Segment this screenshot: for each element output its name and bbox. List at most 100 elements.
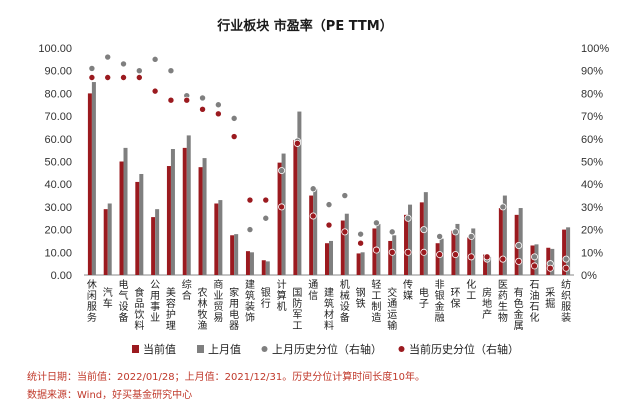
x-tick-label: 国防军工 bbox=[292, 287, 302, 332]
y2-tick-label: 0% bbox=[581, 270, 597, 282]
dot-last-month-percentile bbox=[562, 255, 570, 263]
x-tick-label: 纺织服装 bbox=[561, 278, 571, 324]
axes: 0.00 10.00 20.00 30.00 40.00 50.00 60.00 70.00 8… bbox=[38, 43, 609, 282]
x-tick-label: 建筑材料 bbox=[324, 286, 334, 332]
bar-last-month bbox=[249, 252, 254, 275]
x-tick-label: 农林牧渔 bbox=[198, 286, 208, 332]
bar-last-month bbox=[360, 252, 365, 275]
dot-last-month-percentile bbox=[499, 203, 507, 211]
y2-tick-label: 50% bbox=[581, 157, 603, 169]
x-tick-label: 商业贸易 bbox=[213, 278, 223, 324]
y2-tick-label: 10% bbox=[581, 247, 603, 259]
bar-last-month bbox=[265, 261, 270, 275]
dot-last-month-percentile bbox=[325, 201, 333, 209]
bar-current bbox=[119, 161, 124, 275]
legend-swatch bbox=[398, 346, 405, 352]
y-tick-label: 70.00 bbox=[44, 111, 72, 123]
bar-current bbox=[404, 214, 409, 275]
dot-current-percentile bbox=[199, 105, 207, 113]
bar-last-month bbox=[487, 256, 492, 275]
bar-current bbox=[293, 139, 298, 275]
y2-tick-label: 70% bbox=[581, 111, 603, 123]
bar-last-month bbox=[218, 200, 223, 275]
dot-current-percentile bbox=[293, 139, 301, 147]
bar-current bbox=[356, 253, 361, 275]
dot-last-month-percentile bbox=[262, 214, 270, 222]
bar-current bbox=[182, 147, 187, 275]
dot-current-percentile bbox=[309, 212, 317, 220]
x-tick-label: 采掘 bbox=[545, 287, 555, 310]
legend-label: 当前值 bbox=[143, 342, 176, 356]
dot-current-percentile bbox=[562, 264, 570, 272]
bar-last-month bbox=[170, 149, 175, 275]
y-tick-label: 60.00 bbox=[44, 134, 72, 146]
x-tick-label: 汽车 bbox=[103, 286, 113, 310]
x-tick-label: 医药生物 bbox=[498, 279, 508, 324]
dot-last-month-percentile bbox=[151, 55, 159, 63]
x-tick-label: 电子 bbox=[419, 286, 429, 310]
legend-swatch bbox=[197, 345, 204, 353]
bar-current bbox=[214, 203, 219, 275]
dot-current-percentile bbox=[357, 239, 365, 247]
dot-current-percentile bbox=[135, 74, 143, 82]
y-tick-label: 90.00 bbox=[44, 66, 72, 78]
bar-last-month bbox=[408, 204, 413, 275]
dot-current-percentile bbox=[404, 248, 412, 256]
x-tick-label: 建筑装饰 bbox=[245, 278, 255, 324]
dot-last-month-percentile bbox=[230, 114, 238, 122]
bar-current bbox=[388, 240, 393, 275]
dot-current-percentile bbox=[278, 203, 286, 211]
x-tick-label: 石油石化 bbox=[529, 280, 539, 324]
x-tick-label: 银行 bbox=[261, 286, 271, 310]
dot-last-month-percentile bbox=[451, 228, 459, 236]
bar-current bbox=[419, 202, 424, 275]
dot-current-percentile bbox=[546, 264, 554, 272]
dot-current-percentile bbox=[341, 228, 349, 236]
bar-current bbox=[151, 217, 156, 275]
y2-tick-label: 20% bbox=[581, 225, 603, 237]
x-tick-label: 机械设备 bbox=[340, 278, 350, 324]
bar-last-month bbox=[202, 158, 207, 275]
x-tick-label: 有色金属 bbox=[514, 286, 524, 332]
bar-last-month bbox=[234, 234, 239, 275]
y-tick-label: 100.00 bbox=[38, 43, 72, 55]
y-tick-label: 0.00 bbox=[51, 270, 72, 282]
bar-last-month bbox=[566, 227, 571, 275]
dot-current-percentile bbox=[388, 248, 396, 256]
bar-current bbox=[530, 245, 535, 275]
bar-last-month bbox=[281, 153, 286, 275]
dot-current-percentile bbox=[420, 248, 428, 256]
dot-current-percentile bbox=[499, 255, 507, 263]
y-tick-label: 40.00 bbox=[44, 179, 72, 191]
y2-tick-label: 90% bbox=[581, 66, 603, 78]
dot-current-percentile bbox=[262, 196, 270, 204]
y-tick-label: 20.00 bbox=[44, 225, 72, 237]
y2-tick-label: 30% bbox=[581, 202, 603, 214]
x-tick-label: 家用电器 bbox=[229, 286, 239, 332]
stats-date-note: 统计日期：当前值：2022/01/28；上月值：2021/12/31。历史分位计… bbox=[27, 372, 425, 383]
bar-current bbox=[498, 208, 503, 275]
bar-current bbox=[261, 260, 266, 275]
bar-last-month bbox=[518, 208, 523, 275]
x-tick-label: 传媒 bbox=[403, 279, 413, 302]
x-tick-label: 电气设备 bbox=[119, 278, 129, 324]
bar-current bbox=[340, 220, 345, 275]
x-tick-label: 公用事业 bbox=[150, 280, 160, 324]
dot-last-month-percentile bbox=[309, 185, 317, 193]
dot-last-month-percentile bbox=[388, 228, 396, 236]
dot-current-percentile bbox=[515, 257, 523, 265]
bar-last-month bbox=[91, 82, 96, 275]
legend-swatch bbox=[132, 345, 139, 353]
y2-tick-label: 80% bbox=[581, 88, 603, 100]
dot-last-month-percentile bbox=[357, 230, 365, 238]
y2-tick-label: 100% bbox=[581, 43, 609, 55]
bar-current bbox=[483, 254, 488, 275]
dot-last-month-percentile bbox=[515, 241, 523, 249]
x-tick-label: 非银金融 bbox=[435, 279, 445, 324]
bar-last-month bbox=[313, 188, 318, 275]
x-tick-label: 食品饮料 bbox=[134, 286, 144, 332]
legend-label: 上月历史分位（右轴） bbox=[272, 342, 382, 356]
dot-current-percentile bbox=[325, 221, 333, 229]
